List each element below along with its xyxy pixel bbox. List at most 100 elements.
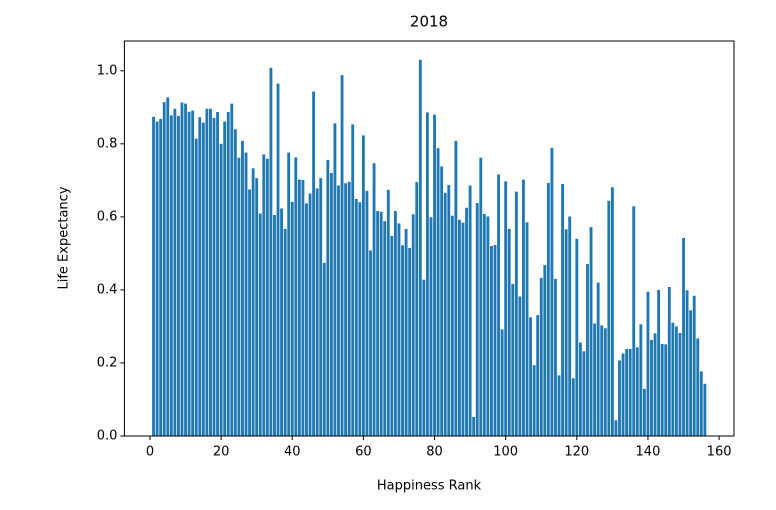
bar bbox=[258, 213, 262, 436]
bar bbox=[383, 221, 387, 436]
bar bbox=[194, 138, 198, 436]
bar bbox=[180, 102, 184, 436]
chart-title: 2018 bbox=[410, 13, 448, 31]
bar bbox=[486, 216, 490, 436]
x-axis-label: Happiness Rank bbox=[377, 479, 482, 494]
y-tick-label: 0.2 bbox=[97, 355, 118, 370]
bar bbox=[468, 185, 472, 436]
bar bbox=[177, 116, 180, 436]
bar bbox=[347, 181, 351, 436]
bar bbox=[297, 179, 301, 436]
bar bbox=[283, 228, 287, 436]
bar bbox=[532, 365, 536, 436]
bar bbox=[557, 375, 561, 436]
y-tick-label: 1.0 bbox=[97, 63, 118, 78]
bar bbox=[692, 295, 696, 436]
bar bbox=[319, 178, 323, 436]
bar bbox=[682, 238, 685, 436]
bar bbox=[472, 417, 476, 436]
bar bbox=[354, 198, 358, 436]
bar bbox=[255, 178, 259, 436]
bar bbox=[322, 262, 326, 436]
bar bbox=[397, 223, 401, 436]
bar bbox=[678, 333, 682, 436]
y-tick-label: 0.4 bbox=[97, 282, 118, 297]
bar bbox=[657, 289, 661, 436]
bar bbox=[209, 108, 212, 437]
bar bbox=[351, 124, 355, 437]
plot-frame bbox=[123, 40, 735, 437]
bar bbox=[329, 173, 333, 436]
bar bbox=[216, 112, 219, 437]
bar bbox=[287, 152, 291, 436]
bar bbox=[337, 185, 340, 436]
bar bbox=[205, 108, 209, 437]
bar bbox=[162, 102, 166, 436]
bar bbox=[625, 349, 629, 436]
bar bbox=[454, 140, 458, 436]
x-tick-label: 80 bbox=[426, 445, 443, 460]
bar bbox=[642, 388, 646, 436]
bar bbox=[198, 117, 202, 436]
bar bbox=[344, 183, 348, 436]
bar bbox=[408, 247, 412, 436]
bar bbox=[465, 207, 468, 436]
bar bbox=[233, 129, 237, 436]
bar bbox=[401, 245, 404, 436]
bar bbox=[500, 329, 504, 436]
bar bbox=[628, 349, 632, 436]
bar bbox=[564, 229, 568, 436]
bar bbox=[173, 108, 177, 437]
bar bbox=[596, 282, 600, 436]
bar bbox=[607, 200, 611, 436]
x-tick-label: 160 bbox=[707, 445, 732, 460]
bar bbox=[187, 111, 191, 437]
bar bbox=[667, 286, 671, 436]
y-axis-label: Life Expectancy bbox=[57, 186, 72, 289]
bar bbox=[440, 166, 444, 436]
bar bbox=[219, 143, 223, 436]
bar bbox=[507, 228, 511, 436]
bar bbox=[550, 147, 554, 436]
bar bbox=[603, 328, 607, 436]
bar bbox=[646, 291, 650, 436]
bar bbox=[436, 148, 440, 436]
bar bbox=[290, 201, 294, 436]
bar bbox=[699, 371, 703, 436]
bar bbox=[226, 112, 230, 437]
x-tick-label: 120 bbox=[564, 445, 589, 460]
bar bbox=[379, 211, 383, 436]
bar bbox=[514, 191, 518, 436]
bar bbox=[212, 117, 216, 436]
bar bbox=[393, 211, 397, 436]
bar bbox=[447, 185, 451, 436]
bar bbox=[422, 279, 426, 436]
bar bbox=[522, 179, 525, 436]
bar bbox=[305, 203, 308, 436]
bar bbox=[184, 103, 187, 436]
bar bbox=[308, 193, 312, 436]
bar bbox=[450, 215, 454, 436]
bar bbox=[365, 190, 369, 436]
bar bbox=[386, 189, 390, 436]
bar bbox=[312, 91, 316, 436]
bar bbox=[415, 182, 419, 436]
bar bbox=[593, 323, 597, 436]
bar bbox=[241, 140, 244, 436]
bar bbox=[671, 322, 675, 436]
bar bbox=[418, 59, 422, 437]
bar bbox=[518, 296, 522, 436]
bar bbox=[155, 121, 159, 436]
bar bbox=[429, 217, 433, 436]
bar bbox=[169, 115, 173, 436]
bar bbox=[561, 183, 565, 436]
bar bbox=[543, 265, 547, 436]
bar bbox=[152, 116, 155, 436]
bar bbox=[703, 383, 707, 436]
bar bbox=[586, 263, 589, 436]
bar bbox=[536, 315, 540, 436]
bar bbox=[376, 211, 380, 436]
bar bbox=[575, 238, 579, 436]
bar bbox=[251, 168, 255, 436]
bar bbox=[546, 182, 550, 436]
